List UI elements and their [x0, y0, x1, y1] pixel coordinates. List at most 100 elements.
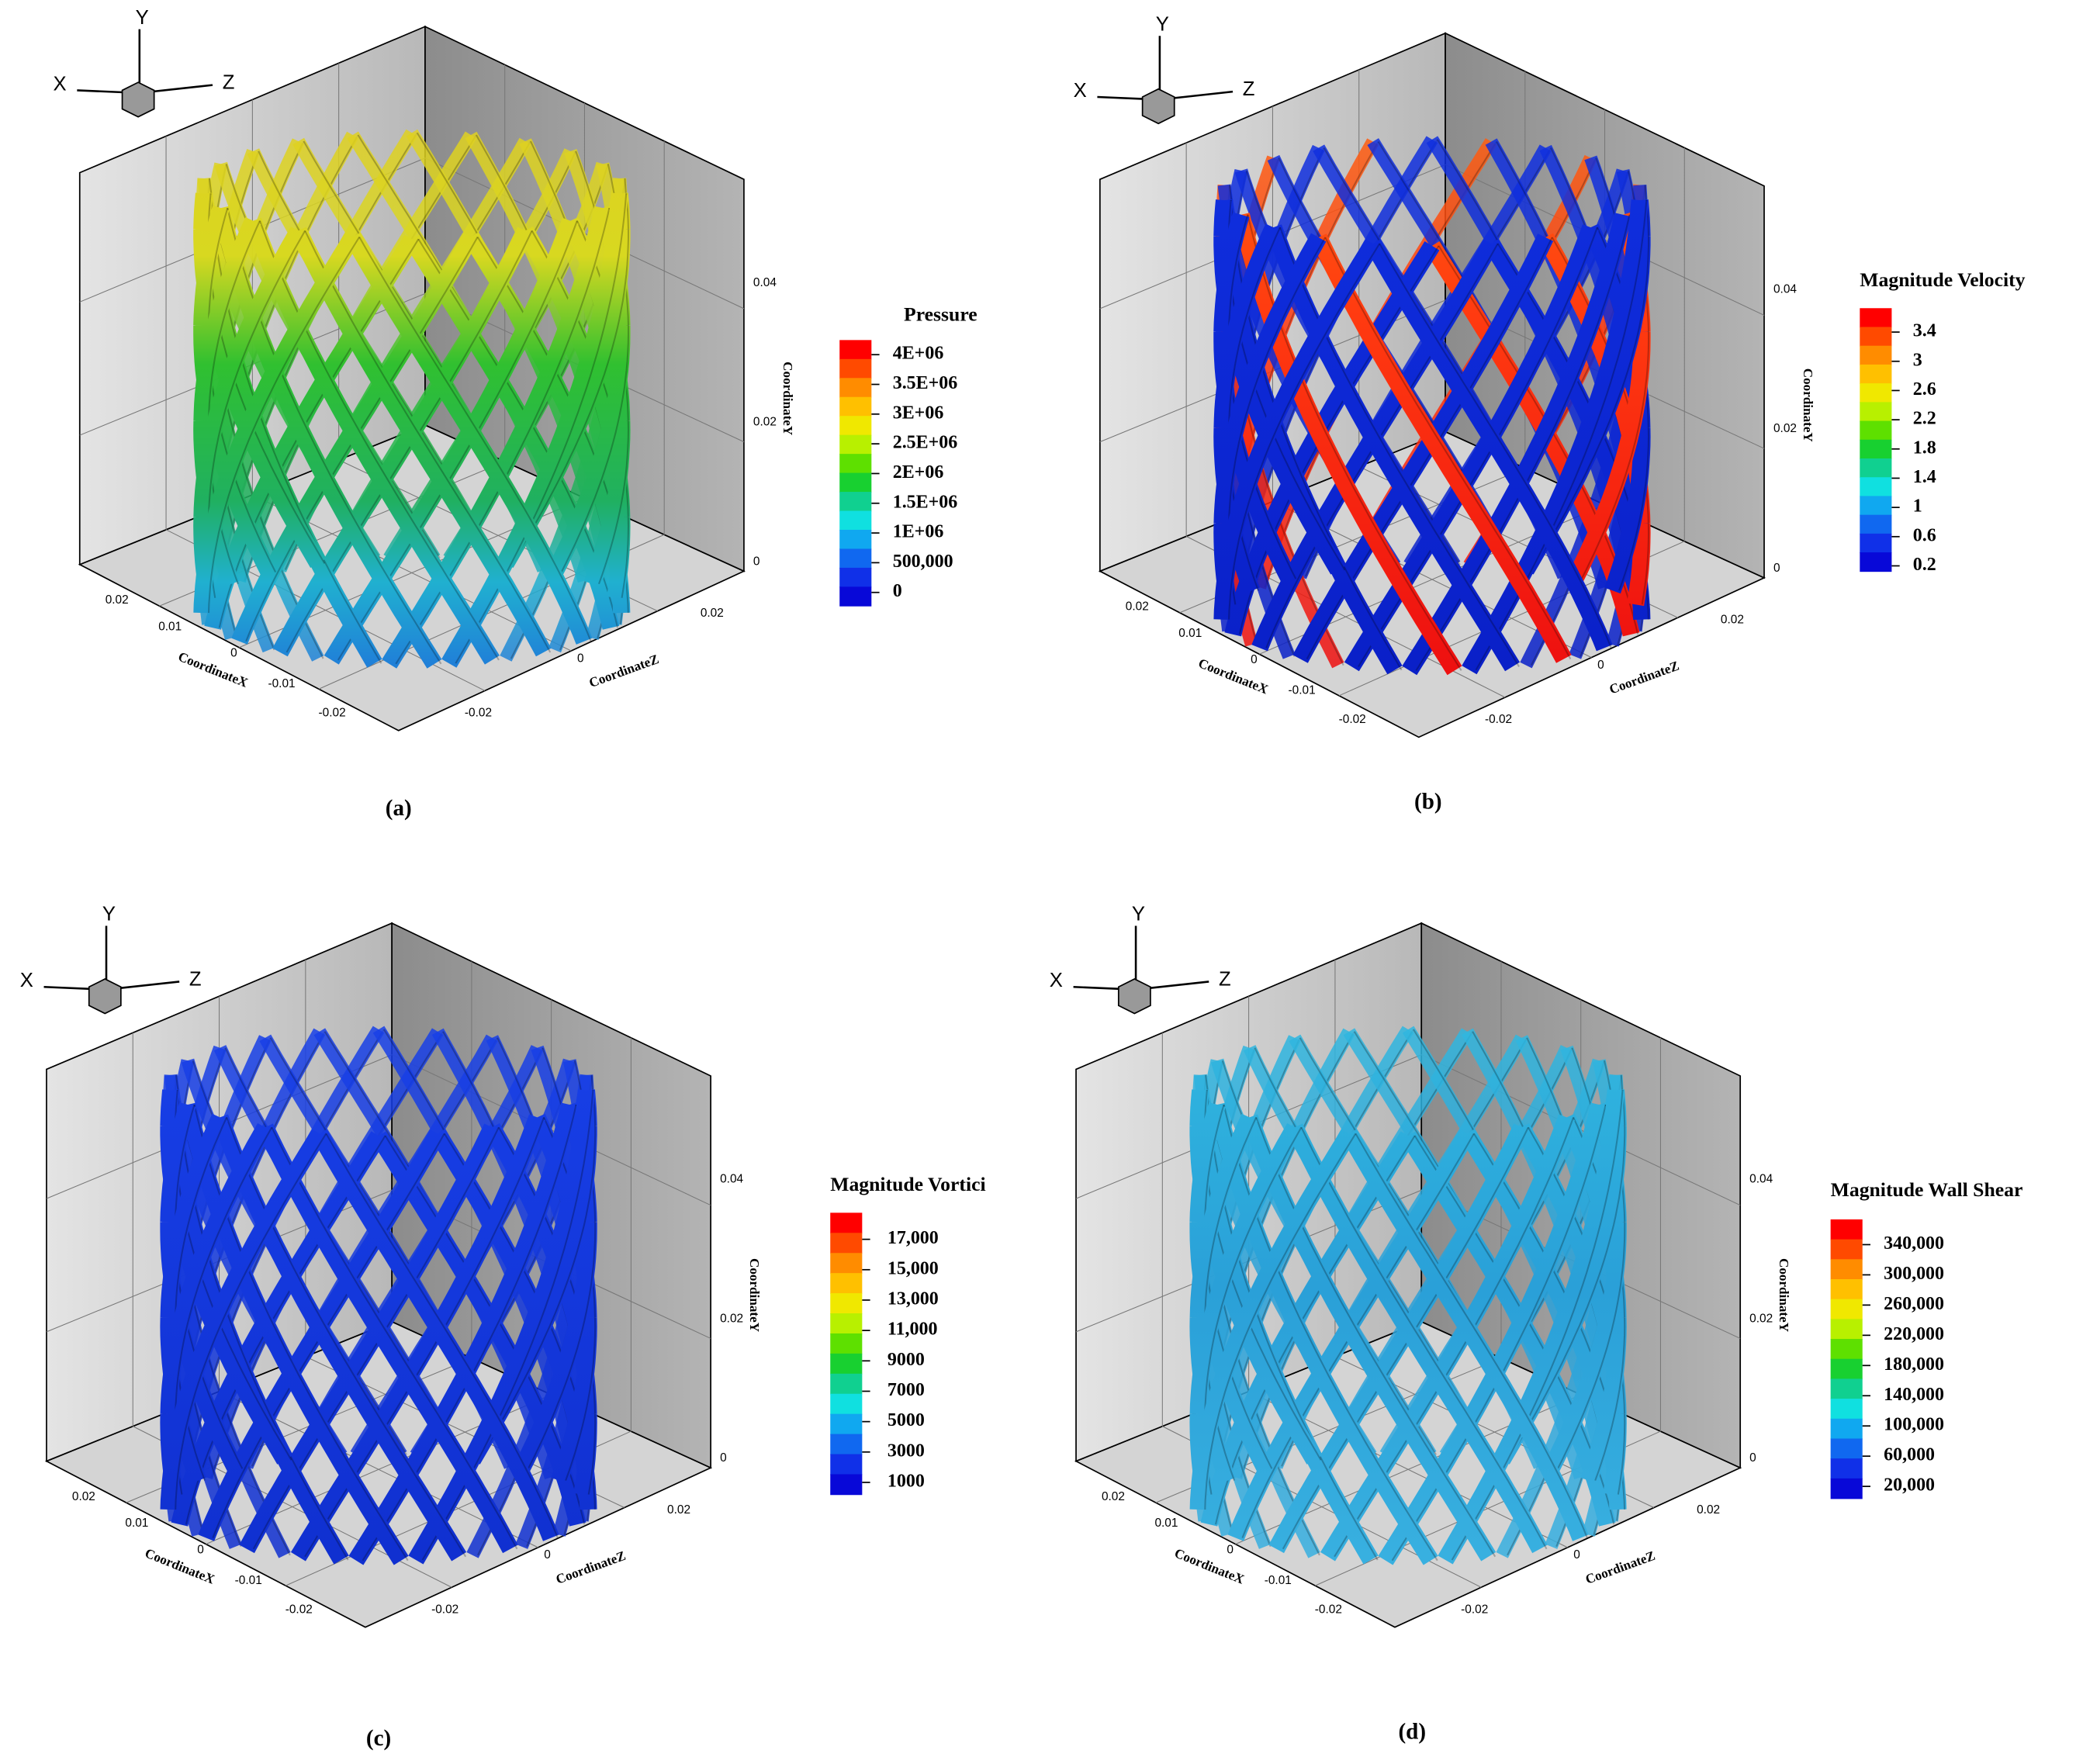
bar-edge — [527, 1222, 597, 1469]
z-axis-title: CoordinateZ — [1607, 659, 1681, 697]
z-axis-title: CoordinateZ — [1583, 1548, 1657, 1587]
bar-edge — [1238, 245, 1440, 635]
lattice-bar — [1189, 1089, 1209, 1126]
x-axis-title: CoordinateX — [176, 649, 251, 690]
bar-edge — [227, 207, 442, 665]
legend-band — [839, 340, 872, 360]
bar-edge — [1641, 523, 1650, 605]
legend-label: 340,000 — [1884, 1233, 1944, 1254]
z-tick-label: 0.02 — [1721, 614, 1744, 627]
y-tick-label: 0 — [720, 1451, 727, 1465]
legend-band — [1830, 1399, 1863, 1420]
z-tick-label: -0.02 — [1485, 713, 1512, 726]
legend-band — [1860, 533, 1892, 553]
y-tick-label: 0.04 — [720, 1173, 743, 1186]
lattice-bar — [179, 1102, 409, 1565]
bar-edge — [176, 1090, 349, 1561]
lattice-bar — [1320, 1114, 1575, 1562]
legend-band — [839, 358, 872, 379]
y-tick-label: 0.02 — [720, 1312, 743, 1325]
lattice-bar — [1213, 223, 1282, 428]
lattice-bar — [160, 1122, 273, 1414]
legend: Magnitude Vortici 17,000 15,000 13,000 11,00… — [830, 1173, 986, 1496]
y-tick-label: 0.02 — [1749, 1312, 1773, 1325]
lattice-bar — [573, 1413, 597, 1496]
x-tick-label: 0.01 — [125, 1517, 148, 1530]
legend-label: 300,000 — [1884, 1264, 1944, 1284]
legend-band — [839, 529, 872, 550]
bar-edge — [1415, 214, 1631, 671]
legend-band — [839, 472, 872, 493]
lattice-bar — [1462, 199, 1649, 675]
legend-title: Magnitude Vortici — [830, 1173, 985, 1195]
legend-band — [1830, 1339, 1863, 1360]
legend-label: 60,000 — [1884, 1445, 1935, 1465]
bar-edge — [209, 193, 382, 664]
legend-band — [1860, 364, 1892, 384]
bar-edge — [245, 236, 479, 642]
triad-label: Y — [1132, 904, 1145, 925]
legend-band — [1830, 1418, 1863, 1440]
triad-label: X — [1074, 80, 1087, 102]
lattice-bar — [312, 1129, 559, 1541]
lattice-bar — [1213, 239, 1381, 620]
legend-band — [1830, 1239, 1863, 1261]
lattice-bar — [551, 1317, 597, 1484]
lattice-bar — [1189, 1113, 1258, 1319]
y-tick-label: 0.02 — [753, 416, 777, 429]
lattice-bar — [1365, 239, 1613, 652]
bar-edge — [1507, 1126, 1626, 1461]
legend-label: 1E+06 — [893, 522, 944, 542]
triad-label: X — [20, 970, 33, 991]
bar-edge — [1227, 214, 1249, 332]
lattice-bar — [514, 1222, 597, 1473]
legend-band — [830, 1273, 863, 1294]
lattice-bar — [1265, 224, 1521, 672]
panel: Y X Z 0.02 0.01 0 -0.01 -0.02 0.02 0 -0.02 0.04 0.02… — [20, 904, 762, 1628]
triad-label: X — [54, 73, 67, 95]
bar-edge — [175, 1126, 273, 1414]
legend-title: Pressure — [904, 303, 977, 325]
bar-edge — [208, 220, 261, 422]
bar-edge — [304, 1117, 545, 1558]
bar-edge — [1255, 1117, 1497, 1558]
legend-band — [839, 416, 872, 436]
lattice-bar — [1241, 1114, 1497, 1562]
bar-edge — [1204, 1126, 1303, 1414]
legend-band — [839, 567, 872, 588]
y-tick-label: 0.04 — [753, 276, 777, 289]
legend-band — [839, 492, 872, 512]
x-axis-title: CoordinateX — [1172, 1545, 1247, 1586]
lattice-bar — [607, 517, 631, 600]
legend-label: 180,000 — [1884, 1354, 1944, 1375]
legend-band — [1860, 402, 1892, 422]
x-axis-title: CoordinateX — [1196, 655, 1271, 697]
legend-band — [830, 1293, 863, 1314]
bar-edge — [1617, 1413, 1626, 1495]
x-tick-label: 0.01 — [1178, 627, 1202, 640]
legend-label: 500,000 — [893, 552, 953, 572]
legend-band — [1860, 345, 1892, 365]
lattice-bar — [1189, 1129, 1357, 1510]
bar-edge — [1265, 243, 1499, 649]
legend-label: 140,000 — [1884, 1385, 1944, 1405]
bar-edge — [478, 1126, 597, 1461]
bar-edge — [1358, 227, 1598, 667]
triad-label: Z — [1219, 968, 1231, 990]
legend-band — [830, 1454, 863, 1475]
x-axis-title: CoordinateX — [143, 1545, 217, 1586]
legend-label: 20,000 — [1884, 1475, 1935, 1496]
z-tick-label: 0.02 — [667, 1503, 690, 1517]
legend-band — [839, 548, 872, 569]
bar-edge — [455, 193, 628, 664]
z-tick-label: 0.02 — [1697, 1503, 1720, 1517]
lattice-bar — [1603, 1413, 1627, 1496]
legend-label: 3.4 — [1913, 321, 1936, 341]
bar-edge — [337, 220, 578, 661]
legend-label: 11,000 — [888, 1320, 938, 1340]
lattice-bar — [244, 217, 500, 665]
lattice-bar — [1604, 427, 1651, 594]
bar-edge — [1355, 1133, 1588, 1538]
legend-label: 7000 — [888, 1380, 925, 1400]
